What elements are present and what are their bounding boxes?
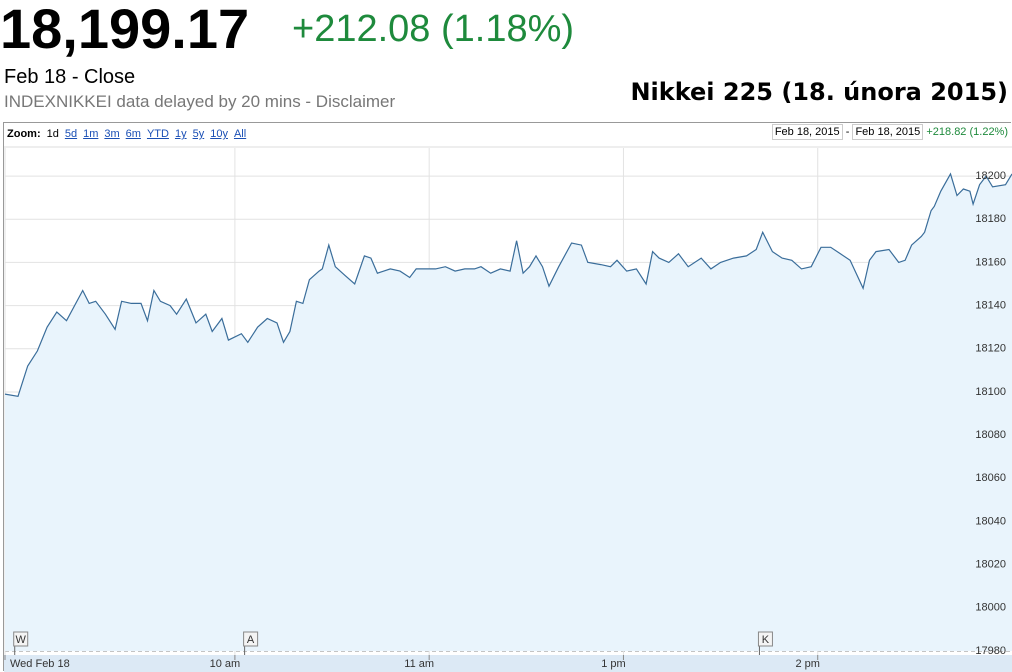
zoom-option[interactable]: YTD [146,128,169,140]
zoom-option[interactable]: All [233,128,247,140]
chart-title: Nikkei 225 (18. února 2015) [630,78,1008,106]
x-tick-label: 11 am [404,658,434,670]
zoom-option[interactable]: 6m [125,128,141,140]
range-start[interactable]: Feb 18, 2015 [771,124,843,140]
y-tick-label: 18200 [975,170,1006,182]
zoom-option[interactable]: 3m [104,128,120,140]
disclaimer[interactable]: INDEXNIKKEI data delayed by 20 mins - Di… [4,92,396,111]
zoom-option[interactable]: 1m [83,128,99,140]
y-tick-label: 18060 [975,472,1006,484]
zoom-option[interactable]: 1d [46,128,59,140]
flag [13,631,29,647]
zoom-option[interactable]: 5y [192,128,205,140]
y-tick-label: 18080 [975,429,1006,441]
x-tick-label: 2 pm [795,658,819,670]
zoom-option[interactable]: 10y [210,128,228,140]
y-tick-label: 18120 [975,343,1006,355]
y-tick-label: 18160 [975,256,1006,268]
y-tick-label: 18020 [975,559,1006,571]
y-tick-label: 18100 [975,386,1006,398]
x-tick-label: 1 pm [601,658,625,670]
flag [757,631,773,647]
range: Feb 18, 2015 - Feb 18, 2015 +218.82 (1.2… [771,124,1008,140]
price: 18,199.17 [0,0,250,60]
zoom-toolbar: Zoom: 1d 5d 1m 3m 6m YTD 1y 5y 10y All [7,128,246,140]
status: Feb 18 - Close [4,66,136,88]
range-end[interactable]: Feb 18, 2015 [852,124,924,140]
area [5,173,1012,651]
flag-label: W [16,634,27,646]
y-tick-label: 18040 [975,515,1006,527]
range-sep: - [845,126,850,138]
y-tick-label: 18140 [975,299,1006,311]
x-axis-band [4,655,1012,672]
line [4,172,1012,397]
zoom-option[interactable]: 5d [64,128,78,140]
flag-label: A [247,634,255,646]
price-change: +212.08 (1.18%) [292,8,575,50]
chart-frame [3,122,1011,671]
y-tick-label: 18180 [975,213,1006,225]
x-tick-label: Wed Feb 18 [10,658,70,670]
flag [243,631,259,647]
zoom-label: Zoom: [7,128,41,140]
zoom-option[interactable]: 1y [174,128,187,140]
range-change: +218.82 (1.22%) [926,126,1008,138]
y-tick-label: 17980 [975,645,1006,657]
flag-label: K [762,634,770,646]
y-tick-label: 18000 [975,602,1006,614]
x-tick-label: 10 am [210,658,241,670]
